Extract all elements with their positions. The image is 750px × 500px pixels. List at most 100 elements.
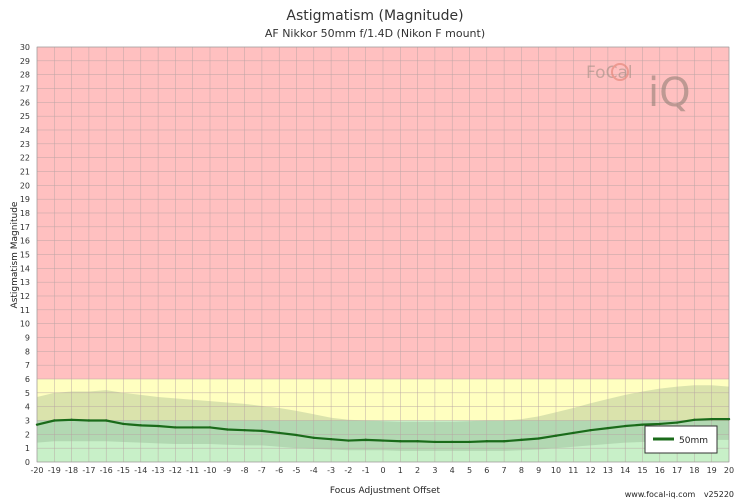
y-tick-label: 8 xyxy=(25,347,30,356)
x-tick-label: -12 xyxy=(169,466,182,475)
data-point xyxy=(364,438,367,442)
y-tick-label: 7 xyxy=(25,361,30,370)
x-tick-label: -11 xyxy=(186,466,199,475)
focal-iq-logo: FoCal iQ xyxy=(586,63,691,116)
data-point xyxy=(174,426,177,429)
data-point xyxy=(105,419,108,422)
footer-credit: www.focal-iq.com v25220 xyxy=(625,490,734,499)
data-point xyxy=(416,440,419,443)
y-tick-label: 23 xyxy=(20,140,30,149)
y-tick-label: 1 xyxy=(25,444,30,453)
y-tick-label: 6 xyxy=(25,375,30,384)
x-tick-label: -9 xyxy=(223,466,231,475)
y-tick-label: 10 xyxy=(20,320,30,329)
x-tick-label: 11 xyxy=(568,466,578,475)
x-tick-label: 8 xyxy=(519,466,524,475)
data-point xyxy=(485,440,488,443)
series-lines xyxy=(35,417,731,444)
footer-site: www.focal-iq.com xyxy=(625,490,696,499)
x-tick-label: 2 xyxy=(415,466,420,475)
data-point xyxy=(520,438,523,442)
footer-version: v25220 xyxy=(704,490,734,499)
x-tick-label: -5 xyxy=(293,466,301,475)
data-point xyxy=(243,428,246,432)
x-axis-label: Focus Adjustment Offset xyxy=(330,486,441,496)
y-axis-label: Astigmatism Magnitude xyxy=(10,201,20,308)
data-point xyxy=(641,423,644,426)
data-point xyxy=(502,440,506,443)
data-point xyxy=(727,417,731,421)
x-tick-label: 20 xyxy=(724,466,734,475)
y-tick-label: 21 xyxy=(20,168,30,177)
data-point xyxy=(693,418,696,422)
x-tick-label: -14 xyxy=(134,466,147,475)
logo-text-bottom: iQ xyxy=(648,70,691,116)
logo-accent-ring xyxy=(611,63,629,81)
y-tick-label: 4 xyxy=(25,403,30,412)
data-point xyxy=(606,426,610,430)
logo-text-top: FoCal xyxy=(586,63,633,83)
y-tick-label: 0 xyxy=(25,458,30,467)
x-tick-label: -10 xyxy=(203,466,216,475)
y-tick-label: 28 xyxy=(20,71,30,80)
y-tick-label: 22 xyxy=(20,154,30,163)
x-tick-label: 9 xyxy=(536,466,541,475)
x-tick-label: -4 xyxy=(310,466,318,475)
data-point xyxy=(381,439,385,442)
x-tick-label: 5 xyxy=(467,466,472,475)
x-tick-label: 3 xyxy=(432,466,437,475)
x-tick-label: -6 xyxy=(275,466,283,475)
y-tick-label: 29 xyxy=(20,57,30,66)
data-point xyxy=(122,422,125,426)
y-tick-label: 12 xyxy=(20,292,30,301)
data-point xyxy=(658,422,661,426)
x-tick-label: 14 xyxy=(620,466,630,475)
chart-title: Astigmatism (Magnitude) xyxy=(286,8,463,24)
x-tick-label: -3 xyxy=(327,466,335,475)
x-tick-label: -16 xyxy=(100,466,113,475)
x-tick-label: 0 xyxy=(380,466,385,475)
data-point xyxy=(468,440,471,444)
y-tick-labels: 0123456789101112131415161718192021222324… xyxy=(20,43,30,467)
y-tick-label: 5 xyxy=(25,389,30,398)
grid-lines xyxy=(36,46,730,463)
x-tick-label: -8 xyxy=(241,466,249,475)
x-tick-label: 13 xyxy=(603,466,613,475)
x-tick-label: 12 xyxy=(586,466,596,475)
data-point xyxy=(312,436,315,439)
y-tick-label: 9 xyxy=(25,334,30,343)
data-point xyxy=(537,437,540,440)
x-tick-label: 18 xyxy=(689,466,699,475)
x-tick-label: -13 xyxy=(152,466,165,475)
x-tick-label: -2 xyxy=(344,466,352,475)
data-point xyxy=(624,424,627,428)
y-tick-label: 3 xyxy=(25,417,30,426)
y-tick-label: 11 xyxy=(20,306,30,315)
x-tick-label: -19 xyxy=(48,466,61,475)
x-tick-label: -18 xyxy=(65,466,78,475)
x-tick-label: 17 xyxy=(672,466,682,475)
data-point xyxy=(139,424,142,427)
x-tick-label: 10 xyxy=(551,466,561,475)
x-tick-label: -15 xyxy=(117,466,130,475)
data-point xyxy=(278,431,281,435)
data-point xyxy=(87,419,91,422)
chart-subtitle: AF Nikkor 50mm f/1.4D (Nikon F mount) xyxy=(265,27,485,40)
data-point xyxy=(260,429,264,433)
y-tick-label: 16 xyxy=(20,237,30,246)
legend-label: 50mm xyxy=(679,436,708,446)
data-point xyxy=(156,424,160,428)
data-point xyxy=(451,440,454,444)
x-tick-labels: -20 -19 -18 -17 -16 -15 -14 -13 -12 -11 -10 -9 -8 -7-… xyxy=(30,466,734,475)
data-point xyxy=(589,428,592,432)
y-tick-label: 25 xyxy=(20,112,30,121)
data-point xyxy=(347,439,350,442)
data-point xyxy=(329,437,333,441)
x-tick-label: -17 xyxy=(82,466,95,475)
data-point xyxy=(226,428,229,431)
x-tick-label: 1 xyxy=(398,466,403,475)
x-tick-label: 19 xyxy=(707,466,717,475)
y-tick-label: 15 xyxy=(20,251,30,260)
data-point xyxy=(191,426,194,429)
